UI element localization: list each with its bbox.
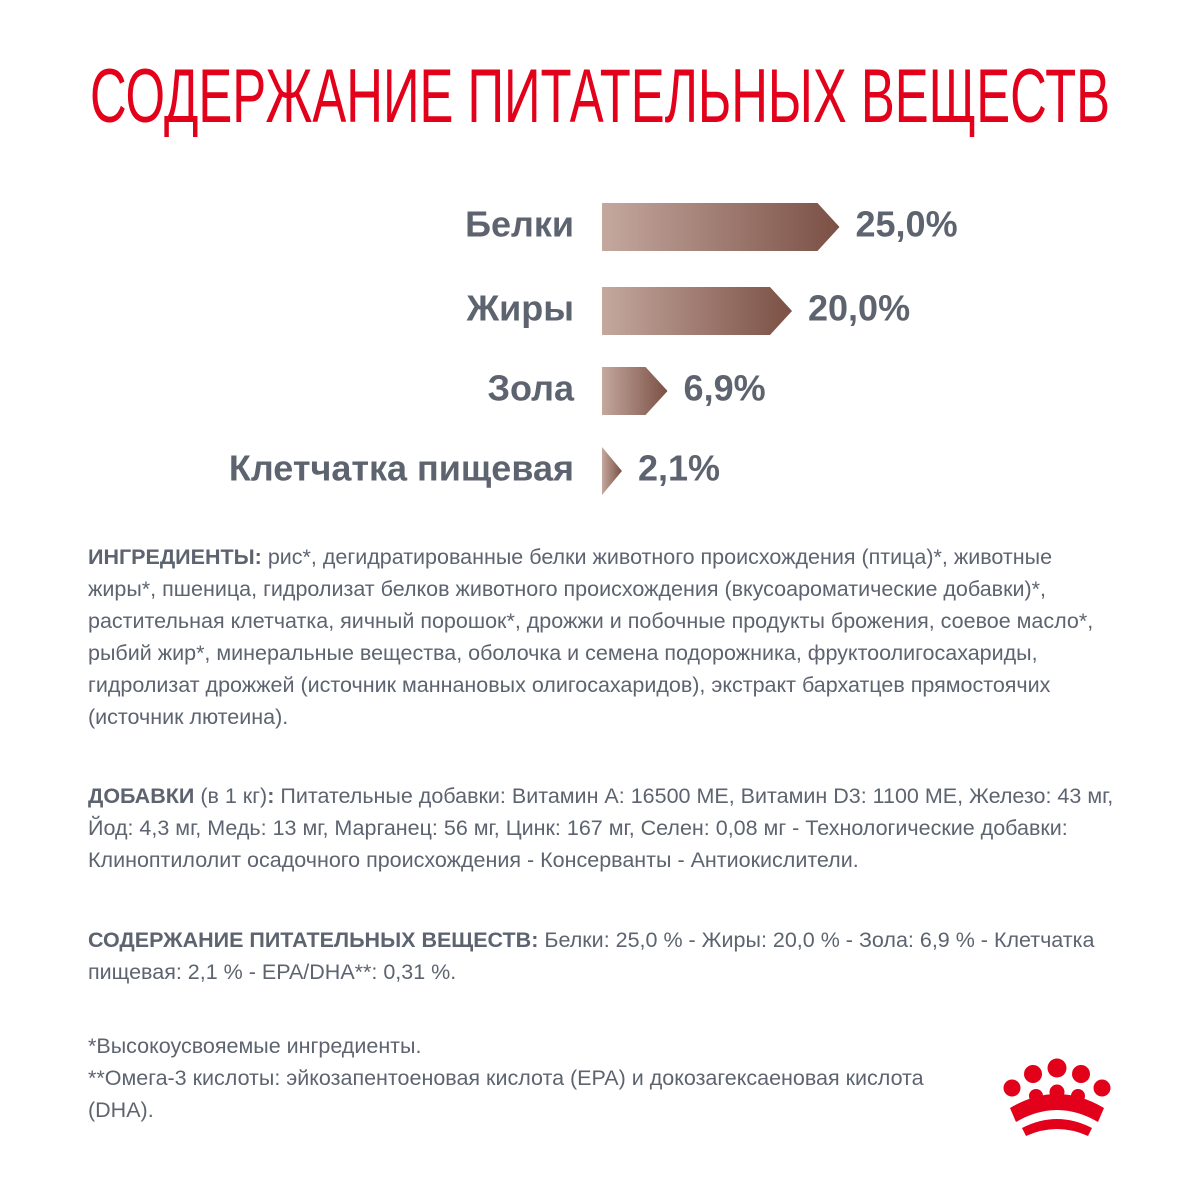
- ingredients-text: рис*, дегидратированные белки животного …: [88, 545, 1094, 729]
- category-label: Зола: [487, 368, 575, 409]
- chart-title: СОДЕРЖАНИЕ ПИТАТЕЛЬНЫХ ВЕЩЕСТВ: [90, 54, 1110, 139]
- nutrients-text: Белки: 25,0 % - Жиры: 20,0 % - Зола: 6,9…: [88, 928, 1095, 984]
- additives-colon: :: [267, 784, 275, 808]
- bar: [602, 367, 668, 415]
- category-label: Белки: [465, 204, 574, 245]
- value-label: 6,9%: [684, 368, 766, 409]
- logo: [1003, 1058, 1111, 1136]
- nutrients-label: СОДЕРЖАНИЕ ПИТАТЕЛЬНЫХ ВЕЩЕСТВ:: [88, 928, 539, 952]
- additives-label: ДОБАВКИ: [88, 784, 195, 808]
- ingredients: ИНГРЕДИЕНТЫ: рис*, дегидратированные белк…: [88, 541, 1123, 733]
- value-label: 20,0%: [808, 288, 910, 329]
- footnote: *Высокоусвояемые ингредиенты.: [88, 1034, 422, 1058]
- ingredients-label: ИНГРЕДИЕНТЫ:: [88, 545, 262, 569]
- bar: [602, 203, 840, 251]
- nutrients: СОДЕРЖАНИЕ ПИТАТЕЛЬНЫХ ВЕЩЕСТВ: Белки: 25…: [88, 924, 1123, 988]
- additives-text: Питательные добавки: Витамин А: 16500 МЕ…: [88, 784, 1114, 872]
- value-label: 2,1%: [638, 448, 720, 489]
- additives: ДОБАВКИ (в 1 кг): Питательные добавки: Вит…: [88, 780, 1123, 876]
- value-label: 25,0%: [856, 204, 958, 245]
- bar: [602, 287, 792, 335]
- footnote: **Омега-3 кислоты: эйкозапентоеновая кис…: [88, 1066, 924, 1122]
- category-label: Клетчатка пищевая: [229, 448, 574, 489]
- footnotes: *Высокоусвояемые ингредиенты. **Омега-3 …: [88, 1030, 978, 1126]
- additives-note: (в 1 кг): [200, 784, 268, 808]
- bar: [602, 447, 622, 495]
- category-label: Жиры: [466, 288, 574, 329]
- chart: СОДЕРЖАНИЕ ПИТАТЕЛЬНЫХ ВЕЩЕСТВ Белки 25,0…: [90, 54, 1110, 495]
